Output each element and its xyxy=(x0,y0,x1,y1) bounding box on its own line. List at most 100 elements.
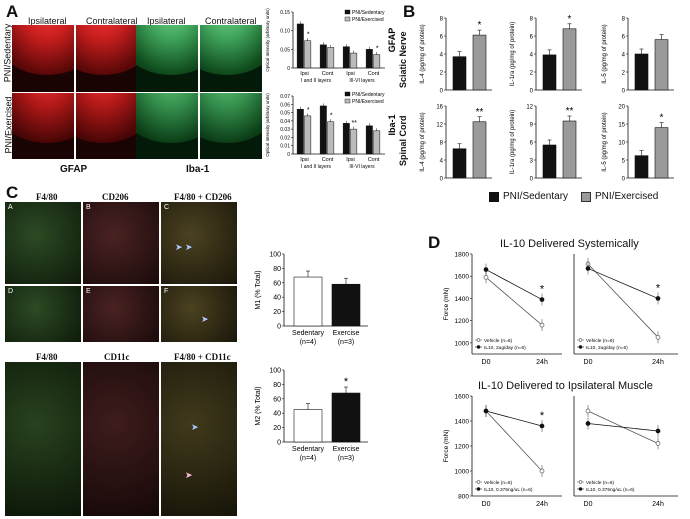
micrograph-c-f480-cd11c-green xyxy=(5,362,81,516)
y-tick-label: 4 xyxy=(622,53,626,59)
significance-marker: * xyxy=(540,410,545,422)
panel-label-a: A xyxy=(6,2,19,21)
data-point xyxy=(585,421,591,426)
data-point xyxy=(585,266,591,271)
y-tick-label: 80 xyxy=(273,266,281,273)
bar-sedentary xyxy=(342,123,350,155)
y-tick-label: 8 xyxy=(530,17,534,23)
series-line xyxy=(485,410,543,427)
panel-label-c: C xyxy=(6,183,19,202)
y-tick-label: 6 xyxy=(440,35,444,41)
significance-marker: * xyxy=(307,107,310,114)
y-axis-title: IL-5 (pg/mg of protein) xyxy=(602,112,608,171)
legend-swatch xyxy=(344,9,351,15)
y-tick-label: 20 xyxy=(273,309,281,316)
x-tick-label: (n=4) xyxy=(300,455,317,462)
force-ipsilateral-chart-2: D0 24h Vehicle (n=6)IL10, 0.375ng/uL (n=6) xyxy=(573,396,678,508)
data-point xyxy=(539,468,545,474)
y-tick-label: 0.07 xyxy=(280,94,290,100)
y-tick-label: 1200 xyxy=(455,318,470,325)
y-tick-label: 1800 xyxy=(455,252,470,259)
data-point xyxy=(655,441,661,446)
x-tick-label: 24h xyxy=(536,501,548,508)
significance-marker: * xyxy=(478,20,482,31)
y-axis-title: IL-4 (pg/mg of protein) xyxy=(420,112,426,171)
micrograph-gfap-ipsi-sedentary xyxy=(12,25,74,92)
chart-side-label: GFAP xyxy=(387,28,397,53)
y-tick-label: 0.01 xyxy=(280,144,290,150)
significance-marker: ** xyxy=(566,106,574,117)
significance-marker: * xyxy=(376,46,379,53)
micrograph-gfap-ipsi-exercised xyxy=(12,93,74,159)
bar-sedentary xyxy=(634,53,649,91)
y-tick-label: 8 xyxy=(622,17,626,23)
series-line xyxy=(587,263,659,338)
y-tick-label: 4 xyxy=(530,53,534,59)
y-tick-label: 20 xyxy=(618,105,625,111)
y-tick-label: 1000 xyxy=(455,340,470,347)
bar-sedentary xyxy=(634,155,649,179)
bar-sedentary xyxy=(296,109,304,155)
bar-sedentary xyxy=(319,44,327,69)
legend-marker xyxy=(578,487,583,491)
legend-b-label-sedentary: PNI/Sedentary xyxy=(503,191,569,202)
spinal-cord-il4-chart: 0 4 8 12 16 IL-4 (pg/mg of protein) ** xyxy=(420,105,492,183)
bar-sedentary xyxy=(296,23,304,69)
x-tick-label: Exercise xyxy=(333,446,360,453)
legend-label: PNI/Sedentary xyxy=(352,10,385,16)
arrowhead-marker: ➤ xyxy=(191,422,199,432)
y-tick-label: 1600 xyxy=(455,394,470,401)
y-tick-label: 15 xyxy=(618,123,625,129)
y-tick-label: 40 xyxy=(273,295,281,302)
y-tick-label: 0.10 xyxy=(280,29,290,35)
legend-label: Vehicle (n=6) xyxy=(484,480,513,486)
bar-exercised xyxy=(331,392,361,443)
x-tick-label: Cont xyxy=(368,71,380,77)
bar-sedentary xyxy=(365,49,373,69)
bar-exercised xyxy=(472,121,487,179)
x-tick-label: (n=4) xyxy=(300,339,317,346)
y-tick-label: 4 xyxy=(440,53,444,59)
y-tick-label: 3 xyxy=(530,159,534,165)
group-label: III-VI layers xyxy=(349,78,375,84)
y-tick-label: 60 xyxy=(273,396,281,403)
data-point xyxy=(483,408,489,414)
y-tick-label: 0.05 xyxy=(280,111,290,117)
y-tick-label: 80 xyxy=(273,382,281,389)
significance-marker: * xyxy=(568,14,572,25)
d-title-systemic: IL-10 Delivered Systemically xyxy=(500,238,639,250)
micrograph-iba1-ipsi-sedentary xyxy=(136,25,198,92)
y-tick-label: 0 xyxy=(440,177,444,183)
micrograph-c-c: C ➤ ➤ xyxy=(161,202,237,284)
significance-marker: ** xyxy=(476,107,484,118)
bar-exercised xyxy=(373,130,381,155)
force-systemic-chart-2: D0 24h Vehicle (n=6)IL10, 2ug/day (n=6) * xyxy=(573,254,678,366)
x-tick-label: D0 xyxy=(584,359,593,366)
bar-exercised xyxy=(654,39,669,91)
x-tick-label: Cont xyxy=(368,157,380,163)
y-tick-label: 0 xyxy=(277,324,281,331)
legend-label: IL10, 2ug/day (n=6) xyxy=(586,345,628,351)
y-tick-label: 1400 xyxy=(455,419,470,426)
significance-marker: * xyxy=(660,113,664,124)
legend-label: IL10, 2ug/day (n=6) xyxy=(484,345,526,351)
micrograph-iba1-ipsi-exercised xyxy=(136,93,198,159)
chart-side-label: Iba-1 xyxy=(387,114,397,135)
col-header-ipsi-iba1: Ipsilateral xyxy=(147,16,186,26)
micrograph-c-cd11c-red xyxy=(83,362,159,516)
bar-sedentary xyxy=(293,409,323,443)
bar-sedentary xyxy=(542,54,557,91)
group-label: III-VI layers xyxy=(349,164,375,170)
y-axis-title: Optical Intensity (arbitrary units) xyxy=(265,8,270,72)
c-header-cd11c: CD11c xyxy=(104,352,130,362)
legend-label: Vehicle (n=6) xyxy=(484,338,513,344)
c-header-f480-top: F4/80 xyxy=(36,192,58,202)
legend-marker xyxy=(476,480,481,484)
x-tick-label: Cont xyxy=(322,71,334,77)
data-point xyxy=(539,297,545,302)
row-label-sciatic-nerve: Sciatic Nerve xyxy=(398,31,408,88)
y-tick-label: 0 xyxy=(277,440,281,447)
bar-exercised xyxy=(562,28,577,91)
legend-label: Vehicle (n=6) xyxy=(586,338,615,344)
y-axis-title: IL-4 (pg/mg of protein) xyxy=(420,24,426,83)
